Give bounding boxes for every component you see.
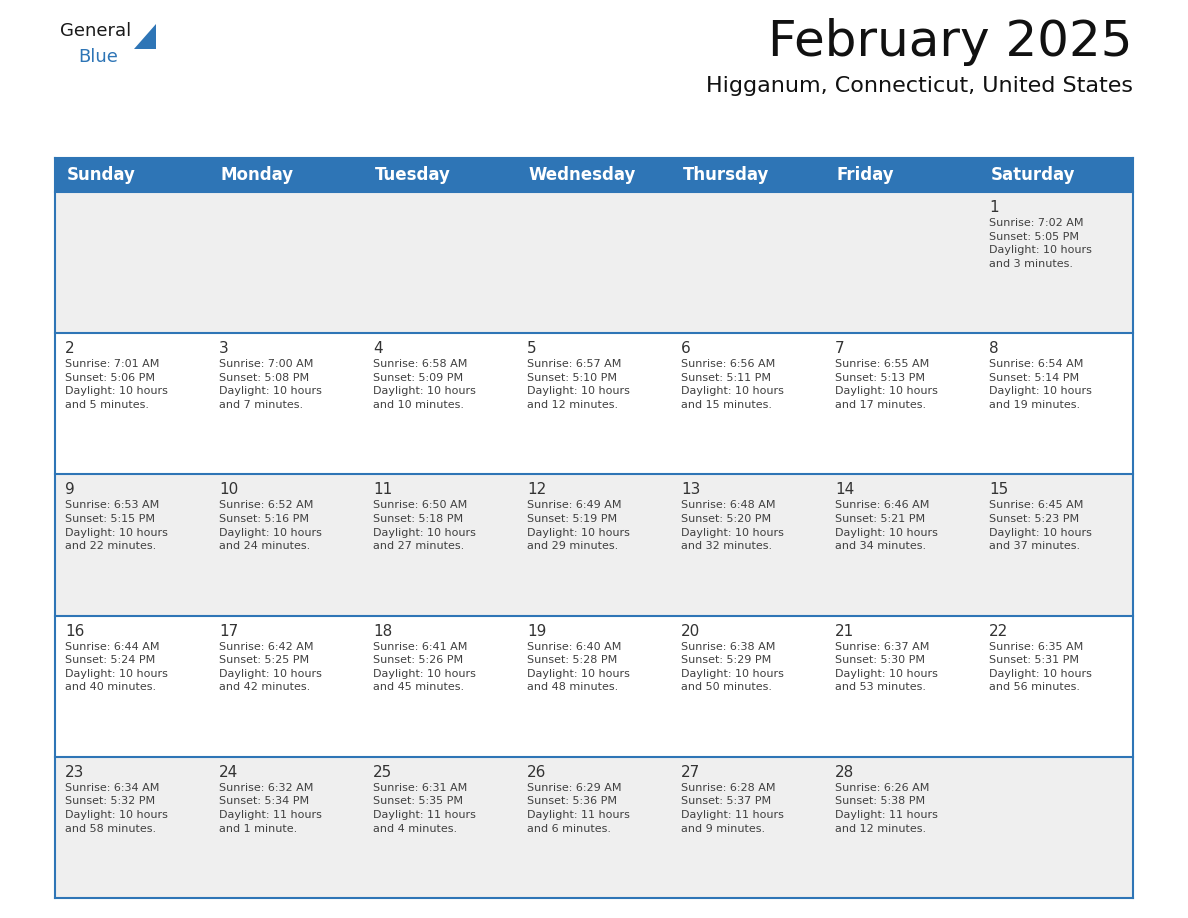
Text: Higganum, Connecticut, United States: Higganum, Connecticut, United States bbox=[706, 76, 1133, 96]
Text: 2: 2 bbox=[65, 341, 75, 356]
Text: 13: 13 bbox=[681, 482, 701, 498]
Text: Sunrise: 6:46 AM
Sunset: 5:21 PM
Daylight: 10 hours
and 34 minutes.: Sunrise: 6:46 AM Sunset: 5:21 PM Dayligh… bbox=[835, 500, 937, 551]
Text: Sunrise: 6:45 AM
Sunset: 5:23 PM
Daylight: 10 hours
and 37 minutes.: Sunrise: 6:45 AM Sunset: 5:23 PM Dayligh… bbox=[988, 500, 1092, 551]
Text: 4: 4 bbox=[373, 341, 383, 356]
Text: Sunrise: 6:31 AM
Sunset: 5:35 PM
Daylight: 11 hours
and 4 minutes.: Sunrise: 6:31 AM Sunset: 5:35 PM Dayligh… bbox=[373, 783, 476, 834]
Text: 18: 18 bbox=[373, 623, 392, 639]
Text: 27: 27 bbox=[681, 765, 700, 779]
Bar bbox=[55, 333, 1133, 475]
Text: Sunrise: 6:34 AM
Sunset: 5:32 PM
Daylight: 10 hours
and 58 minutes.: Sunrise: 6:34 AM Sunset: 5:32 PM Dayligh… bbox=[65, 783, 168, 834]
Text: Sunrise: 7:02 AM
Sunset: 5:05 PM
Daylight: 10 hours
and 3 minutes.: Sunrise: 7:02 AM Sunset: 5:05 PM Dayligh… bbox=[988, 218, 1092, 269]
Text: Wednesday: Wednesday bbox=[529, 166, 637, 184]
Text: Sunrise: 7:00 AM
Sunset: 5:08 PM
Daylight: 10 hours
and 7 minutes.: Sunrise: 7:00 AM Sunset: 5:08 PM Dayligh… bbox=[219, 359, 322, 410]
Bar bbox=[55, 475, 1133, 616]
Text: Friday: Friday bbox=[838, 166, 895, 184]
Text: 6: 6 bbox=[681, 341, 690, 356]
Text: Sunrise: 6:38 AM
Sunset: 5:29 PM
Daylight: 10 hours
and 50 minutes.: Sunrise: 6:38 AM Sunset: 5:29 PM Dayligh… bbox=[681, 642, 784, 692]
Text: 25: 25 bbox=[373, 765, 392, 779]
Text: 16: 16 bbox=[65, 623, 84, 639]
Text: Sunrise: 6:42 AM
Sunset: 5:25 PM
Daylight: 10 hours
and 42 minutes.: Sunrise: 6:42 AM Sunset: 5:25 PM Dayligh… bbox=[219, 642, 322, 692]
Text: Sunrise: 6:29 AM
Sunset: 5:36 PM
Daylight: 11 hours
and 6 minutes.: Sunrise: 6:29 AM Sunset: 5:36 PM Dayligh… bbox=[527, 783, 630, 834]
Bar bbox=[55, 192, 1133, 333]
Text: Tuesday: Tuesday bbox=[375, 166, 451, 184]
Text: 11: 11 bbox=[373, 482, 392, 498]
Text: Saturday: Saturday bbox=[991, 166, 1075, 184]
Bar bbox=[55, 616, 1133, 756]
Text: 20: 20 bbox=[681, 623, 700, 639]
Text: Sunrise: 6:41 AM
Sunset: 5:26 PM
Daylight: 10 hours
and 45 minutes.: Sunrise: 6:41 AM Sunset: 5:26 PM Dayligh… bbox=[373, 642, 476, 692]
Text: Sunrise: 6:32 AM
Sunset: 5:34 PM
Daylight: 11 hours
and 1 minute.: Sunrise: 6:32 AM Sunset: 5:34 PM Dayligh… bbox=[219, 783, 322, 834]
Text: Sunday: Sunday bbox=[67, 166, 135, 184]
Text: General: General bbox=[61, 22, 131, 40]
Text: 17: 17 bbox=[219, 623, 239, 639]
Text: Sunrise: 6:58 AM
Sunset: 5:09 PM
Daylight: 10 hours
and 10 minutes.: Sunrise: 6:58 AM Sunset: 5:09 PM Dayligh… bbox=[373, 359, 476, 410]
Text: 24: 24 bbox=[219, 765, 239, 779]
Text: Sunrise: 6:55 AM
Sunset: 5:13 PM
Daylight: 10 hours
and 17 minutes.: Sunrise: 6:55 AM Sunset: 5:13 PM Dayligh… bbox=[835, 359, 937, 410]
Text: Sunrise: 6:53 AM
Sunset: 5:15 PM
Daylight: 10 hours
and 22 minutes.: Sunrise: 6:53 AM Sunset: 5:15 PM Dayligh… bbox=[65, 500, 168, 551]
Text: Sunrise: 6:56 AM
Sunset: 5:11 PM
Daylight: 10 hours
and 15 minutes.: Sunrise: 6:56 AM Sunset: 5:11 PM Dayligh… bbox=[681, 359, 784, 410]
Text: 5: 5 bbox=[527, 341, 537, 356]
Text: Sunrise: 6:35 AM
Sunset: 5:31 PM
Daylight: 10 hours
and 56 minutes.: Sunrise: 6:35 AM Sunset: 5:31 PM Dayligh… bbox=[988, 642, 1092, 692]
Text: Sunrise: 6:50 AM
Sunset: 5:18 PM
Daylight: 10 hours
and 27 minutes.: Sunrise: 6:50 AM Sunset: 5:18 PM Dayligh… bbox=[373, 500, 476, 551]
Text: 28: 28 bbox=[835, 765, 854, 779]
Text: 14: 14 bbox=[835, 482, 854, 498]
Text: 7: 7 bbox=[835, 341, 845, 356]
Bar bbox=[55, 756, 1133, 898]
Text: Sunrise: 6:52 AM
Sunset: 5:16 PM
Daylight: 10 hours
and 24 minutes.: Sunrise: 6:52 AM Sunset: 5:16 PM Dayligh… bbox=[219, 500, 322, 551]
Text: 26: 26 bbox=[527, 765, 546, 779]
Text: 22: 22 bbox=[988, 623, 1009, 639]
Text: 9: 9 bbox=[65, 482, 75, 498]
Text: Thursday: Thursday bbox=[683, 166, 770, 184]
Text: Sunrise: 6:37 AM
Sunset: 5:30 PM
Daylight: 10 hours
and 53 minutes.: Sunrise: 6:37 AM Sunset: 5:30 PM Dayligh… bbox=[835, 642, 937, 692]
Bar bbox=[55, 158, 1133, 192]
Text: 15: 15 bbox=[988, 482, 1009, 498]
Text: 8: 8 bbox=[988, 341, 999, 356]
Polygon shape bbox=[134, 24, 156, 49]
Text: Sunrise: 6:26 AM
Sunset: 5:38 PM
Daylight: 11 hours
and 12 minutes.: Sunrise: 6:26 AM Sunset: 5:38 PM Dayligh… bbox=[835, 783, 937, 834]
Text: Sunrise: 6:48 AM
Sunset: 5:20 PM
Daylight: 10 hours
and 32 minutes.: Sunrise: 6:48 AM Sunset: 5:20 PM Dayligh… bbox=[681, 500, 784, 551]
Text: Blue: Blue bbox=[78, 48, 118, 66]
Text: 21: 21 bbox=[835, 623, 854, 639]
Text: Sunrise: 6:57 AM
Sunset: 5:10 PM
Daylight: 10 hours
and 12 minutes.: Sunrise: 6:57 AM Sunset: 5:10 PM Dayligh… bbox=[527, 359, 630, 410]
Text: Sunrise: 7:01 AM
Sunset: 5:06 PM
Daylight: 10 hours
and 5 minutes.: Sunrise: 7:01 AM Sunset: 5:06 PM Dayligh… bbox=[65, 359, 168, 410]
Text: Monday: Monday bbox=[221, 166, 295, 184]
Text: 23: 23 bbox=[65, 765, 84, 779]
Text: 19: 19 bbox=[527, 623, 546, 639]
Text: Sunrise: 6:28 AM
Sunset: 5:37 PM
Daylight: 11 hours
and 9 minutes.: Sunrise: 6:28 AM Sunset: 5:37 PM Dayligh… bbox=[681, 783, 784, 834]
Text: February 2025: February 2025 bbox=[769, 18, 1133, 66]
Text: Sunrise: 6:54 AM
Sunset: 5:14 PM
Daylight: 10 hours
and 19 minutes.: Sunrise: 6:54 AM Sunset: 5:14 PM Dayligh… bbox=[988, 359, 1092, 410]
Text: 1: 1 bbox=[988, 200, 999, 215]
Text: 3: 3 bbox=[219, 341, 229, 356]
Text: Sunrise: 6:40 AM
Sunset: 5:28 PM
Daylight: 10 hours
and 48 minutes.: Sunrise: 6:40 AM Sunset: 5:28 PM Dayligh… bbox=[527, 642, 630, 692]
Text: 12: 12 bbox=[527, 482, 546, 498]
Text: Sunrise: 6:44 AM
Sunset: 5:24 PM
Daylight: 10 hours
and 40 minutes.: Sunrise: 6:44 AM Sunset: 5:24 PM Dayligh… bbox=[65, 642, 168, 692]
Text: 10: 10 bbox=[219, 482, 239, 498]
Text: Sunrise: 6:49 AM
Sunset: 5:19 PM
Daylight: 10 hours
and 29 minutes.: Sunrise: 6:49 AM Sunset: 5:19 PM Dayligh… bbox=[527, 500, 630, 551]
